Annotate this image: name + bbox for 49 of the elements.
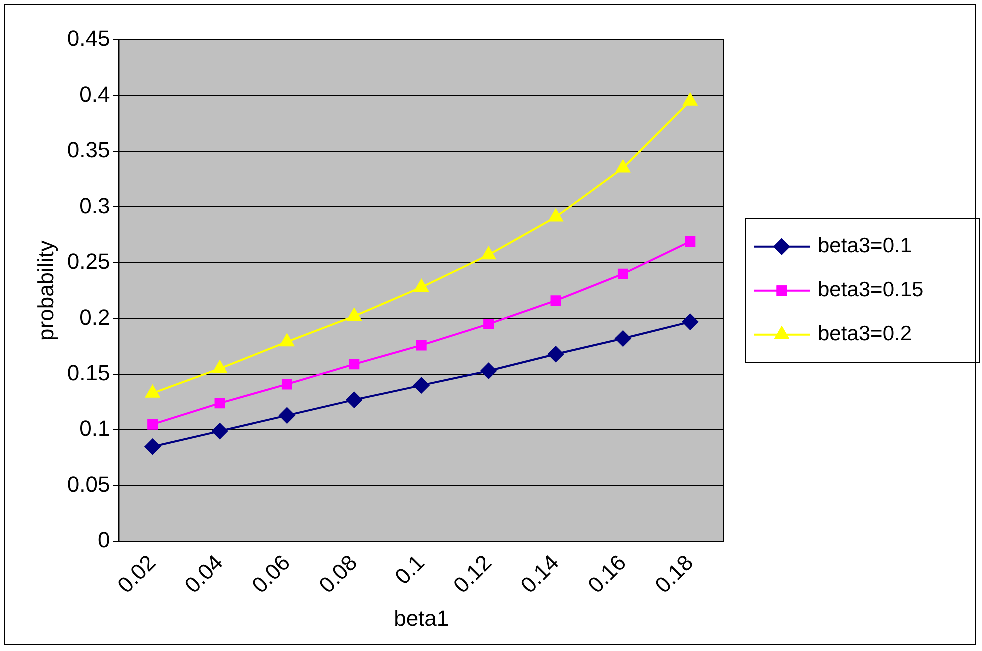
y-tick-label: 0.35 xyxy=(67,138,110,163)
legend-label: beta3=0.2 xyxy=(818,322,912,346)
x-tick-label: 0.08 xyxy=(314,550,362,598)
point xyxy=(349,359,360,370)
x-tick-label: 0.14 xyxy=(516,550,564,598)
point xyxy=(144,438,161,455)
point xyxy=(548,209,564,222)
x-tick-label: 0.18 xyxy=(650,550,698,598)
point xyxy=(685,236,696,248)
point xyxy=(282,379,292,390)
point xyxy=(414,279,429,292)
point xyxy=(416,340,427,351)
point xyxy=(148,419,158,430)
legend-label: beta3=0.1 xyxy=(818,234,912,258)
point xyxy=(347,308,362,321)
point xyxy=(480,363,497,380)
y-tick-label: 0 xyxy=(98,528,110,553)
x-tick-label: 0.06 xyxy=(247,550,296,598)
y-axis-title: probability xyxy=(33,240,58,341)
x-tick-label: 0.1 xyxy=(390,550,430,590)
point xyxy=(548,346,564,362)
point xyxy=(616,160,630,173)
point xyxy=(414,378,430,394)
y-tick-label: 0.05 xyxy=(67,472,110,497)
y-tick-label: 0.45 xyxy=(67,26,110,52)
point xyxy=(482,247,496,260)
y-tick-label: 0.15 xyxy=(67,360,110,386)
y-tick-label: 0.1 xyxy=(80,416,110,442)
x-tick-label: 0.04 xyxy=(180,550,228,598)
y-tick-label: 0.2 xyxy=(80,304,110,330)
point xyxy=(279,408,296,424)
x-tick-label: 0.16 xyxy=(583,550,632,598)
point xyxy=(682,314,698,330)
point xyxy=(280,334,294,347)
x-tick-label: 0.02 xyxy=(112,550,161,598)
point xyxy=(550,296,562,306)
x-axis-title: beta1 xyxy=(394,606,450,631)
y-tick-label: 0.4 xyxy=(80,82,110,107)
point xyxy=(484,319,494,330)
legend-label: beta3=0.15 xyxy=(818,278,924,302)
y-tick-label: 0.3 xyxy=(80,193,110,218)
point xyxy=(214,398,226,409)
point xyxy=(683,93,698,106)
point xyxy=(618,268,628,280)
x-tick-label: 0.12 xyxy=(448,550,497,598)
point xyxy=(615,330,632,347)
point xyxy=(212,423,228,440)
y-tick-label: 0.25 xyxy=(67,249,110,274)
point xyxy=(346,392,362,408)
